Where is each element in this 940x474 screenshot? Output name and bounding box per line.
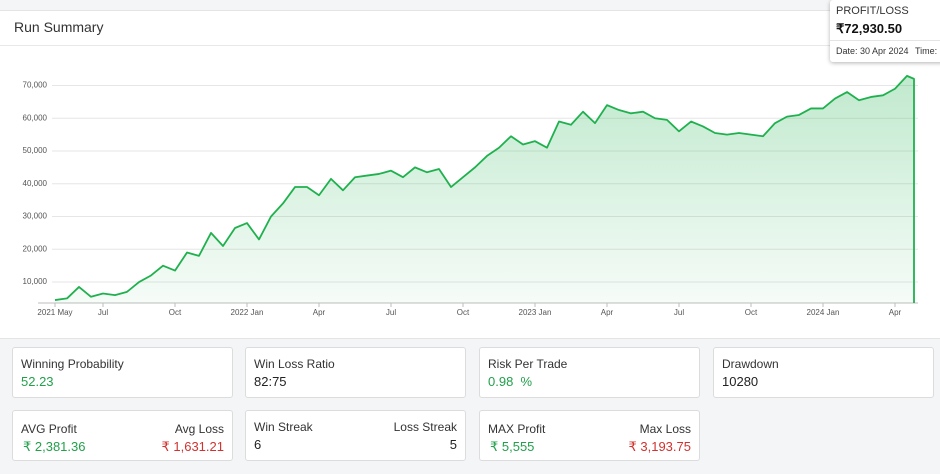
x-tick-label: Jul <box>98 308 108 317</box>
x-tick-label: Oct <box>745 308 758 317</box>
stat-label: AVG Profit <box>21 422 77 436</box>
stat-value: 82:75 <box>254 374 287 389</box>
stat-card: Win Streak 6 Loss Streak 5 <box>245 410 466 461</box>
stat-value: 10280 <box>722 374 759 389</box>
x-tick-label: Oct <box>457 308 470 317</box>
stat-label: Drawdown <box>722 357 779 371</box>
stat-label: Winning Probability <box>21 357 124 371</box>
panel-title: Run Summary <box>14 19 104 35</box>
stat-label: Loss Streak <box>393 420 457 434</box>
stat-label: Avg Loss <box>174 422 224 436</box>
stat-value: ₹ 3,193.75 <box>628 439 692 454</box>
divider <box>830 40 940 41</box>
stat-label: Risk Per Trade <box>488 357 568 371</box>
tooltip-value: ₹72,930.50 <box>836 21 903 36</box>
x-tick-label: 2024 Jan <box>807 308 840 317</box>
stat-card: Win Loss Ratio 82:75 <box>245 347 466 398</box>
stat-card: Risk Per Trade 0.98 % <box>479 347 700 398</box>
stat-label: Win Loss Ratio <box>254 357 335 371</box>
x-tick-label: Apr <box>889 308 902 317</box>
stat-label: MAX Profit <box>488 422 546 436</box>
x-tick-label: 2021 May <box>37 308 72 317</box>
y-tick-label: 70,000 <box>23 81 48 90</box>
stat-card: AVG Profit ₹ 2,381.36 Avg Loss ₹ 1,631.2… <box>12 410 233 461</box>
x-tick-label: 2022 Jan <box>231 308 264 317</box>
stat-card: MAX Profit ₹ 5,555 Max Loss ₹ 3,193.75 <box>479 410 700 461</box>
y-tick-label: 20,000 <box>23 244 48 253</box>
tooltip-title: PROFIT/LOSS <box>836 5 909 17</box>
x-tick-label: Jul <box>674 308 684 317</box>
stat-value: ₹ 1,631.21 <box>161 439 225 454</box>
stat-label: Win Streak <box>254 420 313 434</box>
x-tick-label: Jul <box>386 308 396 317</box>
chart: 10,000 20,000 30,000 40,000 50,000 60,000 70,0… <box>23 74 918 317</box>
area-line <box>54 74 915 303</box>
stat-value: 6 <box>254 437 262 452</box>
tooltip-time: Time: <box>915 46 938 56</box>
x-tick-label: Oct <box>169 308 182 317</box>
x-tick-label: 2023 Jan <box>519 308 552 317</box>
stat-value: ₹ 2,381.36 <box>23 439 86 454</box>
divider <box>0 45 940 46</box>
x-tick-label: Apr <box>601 308 614 317</box>
y-tick-label: 10,000 <box>23 277 48 286</box>
stat-card: Drawdown 10280 <box>713 347 934 398</box>
y-tick-label: 30,000 <box>23 212 48 221</box>
tooltip: PROFIT/LOSS ₹72,930.50 Date: 30 Apr 2024… <box>830 0 940 62</box>
stat-value: 5 <box>449 437 457 452</box>
y-tick-label: 40,000 <box>23 179 48 188</box>
stat-value: ₹ 5,555 <box>490 439 535 454</box>
x-tick-label: Apr <box>313 308 326 317</box>
area-fill <box>55 75 914 303</box>
stat-value: 52.23 <box>21 374 54 389</box>
tooltip-date: Date: 30 Apr 2024 <box>836 46 909 56</box>
stat-label: Max Loss <box>639 422 691 436</box>
stat-card: Winning Probability 52.23 <box>12 347 233 398</box>
y-tick-label: 60,000 <box>23 113 48 122</box>
stat-value: 0.98 % <box>488 374 533 389</box>
y-tick-label: 50,000 <box>23 146 48 155</box>
